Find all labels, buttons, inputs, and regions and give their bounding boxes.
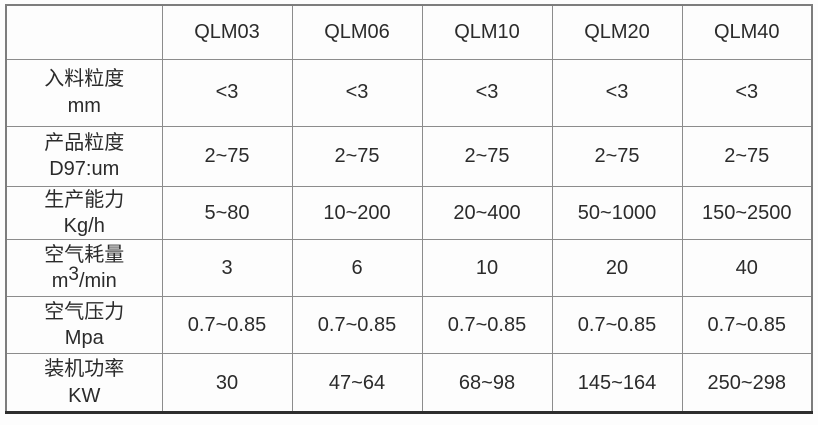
cell-value: <3 <box>551 58 683 127</box>
table-row-air-pressure: 空气压力 Mpa 0.7~0.85 0.7~0.85 0.7~0.85 0.7~… <box>5 296 813 355</box>
cell-value: <3 <box>161 58 293 127</box>
header-row: QLM03 QLM06 QLM10 QLM20 QLM40 <box>5 4 813 60</box>
table-row-installed-power: 装机功率 KW 30 47~64 68~98 145~164 250~298 <box>5 353 813 414</box>
column-header-qlm06: QLM06 <box>291 4 423 60</box>
row-label-unit: Kg/h <box>63 214 105 237</box>
row-label-name: 入料粒度 <box>44 68 125 91</box>
corner-cell <box>5 4 163 60</box>
cell-value: <3 <box>291 58 423 127</box>
cell-value: 2~75 <box>551 125 683 187</box>
table-row-product-size: 产品粒度 D97:um 2~75 2~75 2~75 2~75 2~75 <box>5 125 813 187</box>
cell-value: 30 <box>161 353 293 414</box>
cell-value: 10 <box>421 239 553 298</box>
cell-value: <3 <box>421 58 553 127</box>
cell-value: 250~298 <box>681 353 813 414</box>
superscript-3: 3 <box>68 264 79 286</box>
column-header-qlm40: QLM40 <box>681 4 813 60</box>
row-label-installed-power: 装机功率 KW <box>5 353 163 414</box>
cell-value: 150~2500 <box>681 185 813 241</box>
row-label-name: 空气压力 <box>44 300 125 323</box>
cell-value: 0.7~0.85 <box>421 296 553 355</box>
cell-value: 20 <box>551 239 683 298</box>
column-header-qlm20: QLM20 <box>551 4 683 60</box>
row-label-name: 产品粒度 <box>44 131 125 154</box>
cell-value: <3 <box>681 58 813 127</box>
table-row-capacity: 生产能力 Kg/h 5~80 10~200 20~400 50~1000 150… <box>5 185 813 241</box>
cell-value: 10~200 <box>291 185 423 241</box>
row-label-air-pressure: 空气压力 Mpa <box>5 296 163 355</box>
cell-value: 3 <box>161 239 293 298</box>
row-label-unit: mm <box>67 94 101 117</box>
table-row-feed-size: 入料粒度 mm <3 <3 <3 <3 <3 <box>5 58 813 127</box>
cell-value: 2~75 <box>291 125 423 187</box>
cell-value: 145~164 <box>551 353 683 414</box>
row-label-unit: D97:um <box>49 158 120 180</box>
cell-value: 6 <box>291 239 423 298</box>
cell-value: 50~1000 <box>551 185 683 241</box>
cell-value: 68~98 <box>421 353 553 414</box>
table-row-air-consumption: 空气耗量 m3/min 3 6 10 20 40 <box>5 239 813 298</box>
cell-value: 2~75 <box>161 125 293 187</box>
column-header-qlm03: QLM03 <box>161 4 293 60</box>
cell-value: 2~75 <box>681 125 813 187</box>
cell-value: 40 <box>681 239 813 298</box>
cell-value: 0.7~0.85 <box>551 296 683 355</box>
column-header-qlm10: QLM10 <box>421 4 553 60</box>
cell-value: 0.7~0.85 <box>161 296 293 355</box>
product-spec-table: QLM03 QLM06 QLM10 QLM20 QLM40 入料粒度 mm <3… <box>5 4 813 415</box>
cell-value: 2~75 <box>421 125 553 187</box>
row-label-air-consumption: 空气耗量 m3/min <box>5 239 163 298</box>
row-label-name: 生产能力 <box>44 188 125 211</box>
row-label-unit: Mpa <box>64 327 104 350</box>
row-label-unit: KW <box>68 384 101 407</box>
cell-value: 20~400 <box>421 185 553 241</box>
row-label-name: 空气耗量 <box>44 243 125 266</box>
row-label-unit: m3/min <box>51 264 117 293</box>
row-label-capacity: 生产能力 Kg/h <box>5 185 163 241</box>
row-label-feed-size: 入料粒度 mm <box>5 58 163 127</box>
cell-value: 0.7~0.85 <box>681 296 813 355</box>
row-label-product-size: 产品粒度 D97:um <box>5 125 163 187</box>
cell-value: 47~64 <box>291 353 423 414</box>
cell-value: 0.7~0.85 <box>291 296 423 355</box>
cell-value: 5~80 <box>161 185 293 241</box>
row-label-name: 装机功率 <box>44 358 125 381</box>
